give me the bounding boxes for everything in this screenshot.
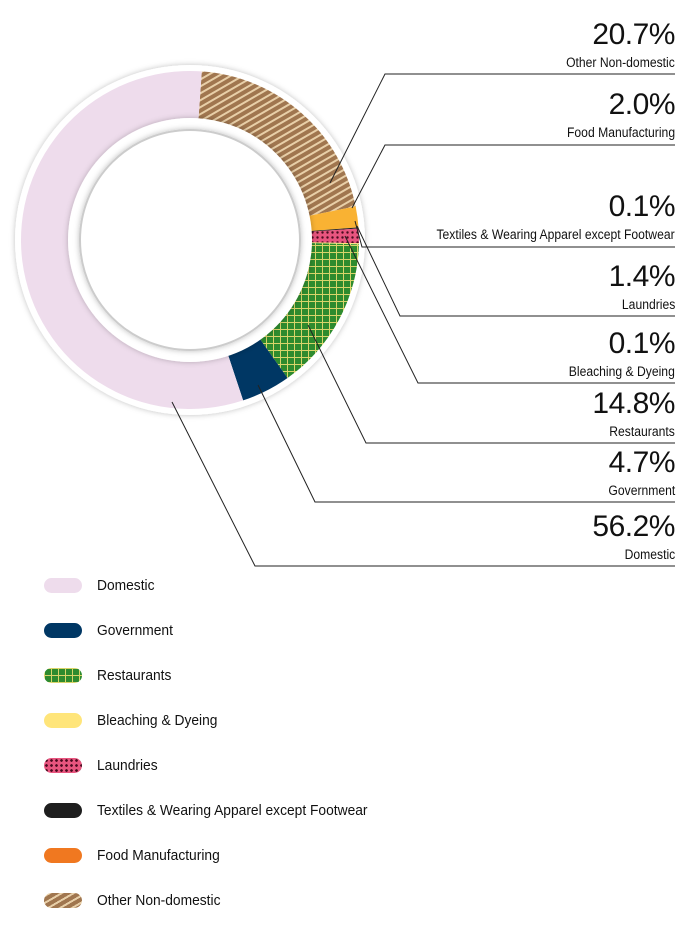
- slice-laundries: [307, 228, 359, 244]
- legend-item: Restaurants: [44, 665, 178, 685]
- data-label-name: Government: [608, 483, 675, 498]
- legend-item: Food Manufacturing: [44, 845, 230, 865]
- leader-line: [351, 144, 675, 209]
- data-label-percent: 0.1%: [608, 190, 676, 223]
- data-label-name: Textiles & Wearing Apparel except Footwe…: [436, 227, 675, 242]
- legend-label: Bleaching & Dyeing: [97, 711, 218, 729]
- leader-line: [356, 225, 675, 317]
- legend-label: Other Non-domestic: [97, 891, 221, 909]
- leader-line: [329, 73, 675, 184]
- slice-textiles-wearing-apparel-except-footwear: [307, 227, 359, 232]
- legend-item: Government: [44, 620, 180, 640]
- leader-line: [354, 220, 675, 248]
- legend-swatch: [44, 802, 82, 818]
- data-label-name: Domestic: [624, 547, 675, 562]
- legend-swatch: [44, 667, 82, 683]
- leader-line: [257, 384, 675, 503]
- slice-domestic: [21, 71, 244, 409]
- slice-government: [227, 336, 288, 401]
- leader-line: [344, 235, 675, 384]
- leader-line: [171, 401, 675, 567]
- legend-swatch: [44, 712, 82, 728]
- slice-restaurants: [258, 243, 359, 379]
- data-label-percent: 0.1%: [608, 327, 676, 360]
- legend-label: Restaurants: [97, 666, 172, 684]
- legend-swatch: [44, 892, 82, 908]
- data-label-name: Laundries: [621, 297, 675, 312]
- donut-hole: [79, 129, 301, 351]
- data-label-percent: 4.7%: [608, 446, 676, 479]
- legend-label: Textiles & Wearing Apparel except Footwe…: [97, 801, 368, 819]
- data-label-percent: 2.0%: [608, 88, 676, 121]
- legend-swatch: [44, 622, 82, 638]
- legend-label: Government: [97, 621, 173, 639]
- leader-line: [307, 324, 675, 444]
- legend-swatch: [44, 847, 82, 863]
- data-label-percent: 14.8%: [592, 387, 675, 420]
- legend-label: Domestic: [97, 576, 155, 594]
- data-label-name: Bleaching & Dyeing: [568, 364, 675, 379]
- legend-swatch: [44, 577, 82, 593]
- data-label-name: Other Non-domestic: [566, 55, 675, 70]
- data-label-percent: 20.7%: [592, 18, 675, 51]
- legend-item: Textiles & Wearing Apparel except Footwe…: [44, 800, 391, 820]
- legend-item: Bleaching & Dyeing: [44, 710, 228, 730]
- slice-other-non-domestic: [198, 71, 356, 217]
- slice-food-manufacturing: [305, 206, 359, 232]
- legend-item: Other Non-domestic: [44, 890, 231, 910]
- data-label-name: Food Manufacturing: [566, 125, 675, 140]
- data-label-name: Restaurants: [609, 424, 675, 439]
- legend-item: Domestic: [44, 575, 160, 595]
- data-label-percent: 1.4%: [608, 260, 676, 293]
- legend-label: Food Manufacturing: [97, 846, 220, 864]
- legend-swatch: [44, 757, 82, 773]
- legend-label: Laundries: [97, 756, 158, 774]
- legend-item: Laundries: [44, 755, 163, 775]
- data-label-percent: 56.2%: [592, 510, 675, 543]
- slice-bleaching-dyeing: [307, 242, 359, 245]
